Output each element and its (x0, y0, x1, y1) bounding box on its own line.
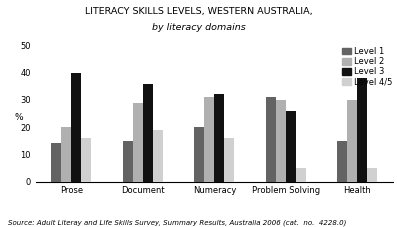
Bar (123, 141, 133, 182)
Bar (143, 84, 153, 182)
Bar (214, 94, 224, 182)
Bar (195, 127, 204, 182)
Bar (286, 111, 296, 182)
Bar (296, 168, 306, 182)
Legend: Level 1, Level 2, Level 3, Level 4/5: Level 1, Level 2, Level 3, Level 4/5 (342, 47, 393, 86)
Text: Source: Adult Literay and Life Skills Survey, Summary Results, Australia 2006 (c: Source: Adult Literay and Life Skills Su… (8, 219, 346, 226)
Bar (81, 138, 91, 182)
Bar (347, 100, 357, 182)
Text: by literacy domains: by literacy domains (152, 23, 245, 32)
Bar (204, 97, 214, 182)
Bar (133, 103, 143, 182)
Bar (62, 127, 71, 182)
Bar (276, 100, 286, 182)
Y-axis label: %: % (15, 114, 23, 123)
Bar (337, 141, 347, 182)
Bar (266, 97, 276, 182)
Bar (52, 143, 62, 182)
Bar (71, 73, 81, 182)
Bar (367, 168, 377, 182)
Bar (357, 78, 367, 182)
Bar (153, 130, 163, 182)
Text: LITERACY SKILLS LEVELS, WESTERN AUSTRALIA,: LITERACY SKILLS LEVELS, WESTERN AUSTRALI… (85, 7, 312, 16)
Bar (224, 138, 234, 182)
